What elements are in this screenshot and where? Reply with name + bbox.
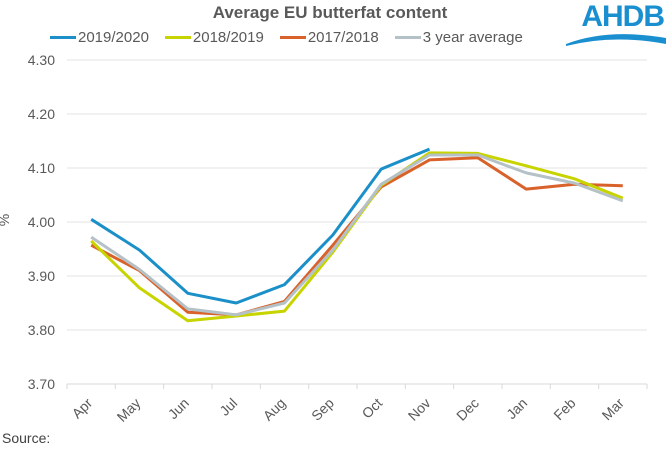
- legend-swatch: [394, 36, 421, 39]
- legend-swatch: [50, 36, 76, 39]
- y-tick-label: 3.90: [28, 268, 55, 284]
- legend: 2019/2020 2018/2019 2017/2018 3 year ave…: [50, 29, 523, 46]
- x-tick-label: Jan: [503, 395, 530, 422]
- legend-label: 2018/2019: [192, 29, 264, 46]
- x-tick-label: Feb: [550, 395, 579, 424]
- y-tick-label: 3.80: [28, 322, 55, 338]
- series-line-3-year-average: [90, 153, 624, 317]
- x-tick-label: Nov: [405, 395, 434, 424]
- legend-item-3-year-average: 3 year average: [394, 29, 523, 46]
- source-label: Source:: [2, 430, 51, 446]
- y-tick-label: 4.00: [28, 214, 55, 230]
- legend-item-2018-2019: 2018/2019: [164, 29, 264, 46]
- series-line-2017-2018: [90, 156, 623, 317]
- legend-label: 2017/2018: [307, 29, 379, 46]
- logo-wave-icon: [566, 34, 666, 46]
- chart-title: Average EU butterfat content: [0, 3, 672, 23]
- legend-swatch: [279, 36, 306, 39]
- logo-text: AHDB: [581, 0, 665, 33]
- chart-title-text: Average EU butterfat content: [212, 3, 448, 22]
- ahdb-logo: AHDB: [558, 0, 668, 50]
- x-tick-label: Oct: [359, 395, 386, 422]
- x-tick-label: Mar: [599, 395, 628, 424]
- x-tick-label: Jun: [165, 395, 192, 422]
- y-tick-label: 3.70: [28, 376, 55, 392]
- x-tick-label: Sep: [308, 395, 337, 424]
- series-line-2019-2020: [90, 147, 431, 305]
- y-tick-label: 4.30: [28, 52, 55, 68]
- x-tick-label: Aug: [260, 395, 289, 424]
- legend-label: 3 year average: [422, 29, 523, 46]
- x-tick-label: Dec: [453, 395, 482, 424]
- x-tick-label: Jul: [216, 395, 240, 419]
- legend-item-2019-2020: 2019/2020: [50, 29, 149, 46]
- legend-item-2017-2018: 2017/2018: [279, 29, 379, 46]
- y-tick-label: 4.20: [28, 106, 55, 122]
- x-tick-label: May: [114, 395, 144, 425]
- x-tick-label: Apr: [69, 395, 96, 422]
- y-tick-label: 4.10: [28, 160, 55, 176]
- legend-swatch: [164, 36, 191, 39]
- legend-label: 2019/2020: [78, 29, 149, 46]
